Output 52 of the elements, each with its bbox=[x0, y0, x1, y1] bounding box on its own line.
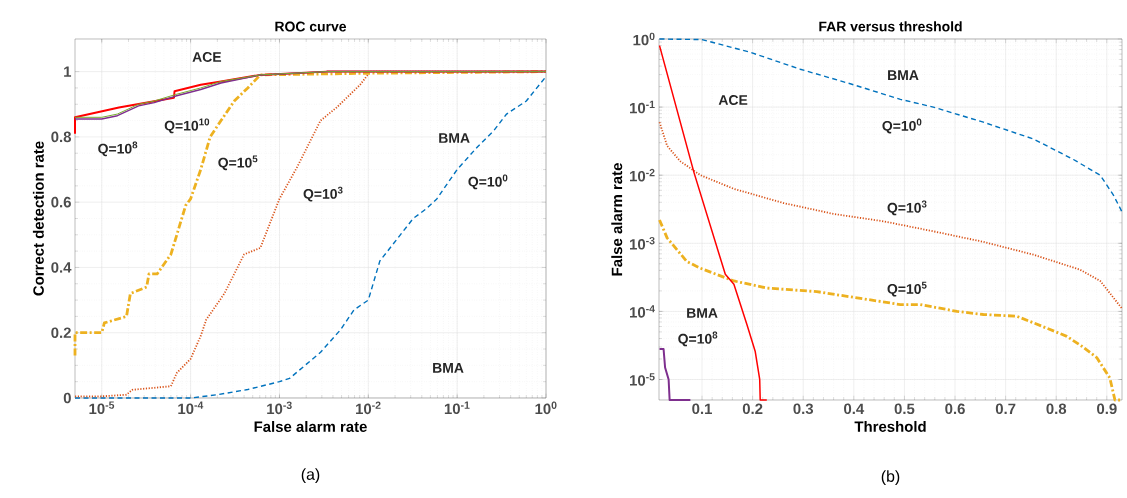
x-tick-label: 0.1 bbox=[692, 403, 712, 415]
y-tick-label: 0.2 bbox=[51, 327, 71, 338]
annotation: ACE bbox=[192, 51, 222, 62]
x-tick-label: 0.3 bbox=[793, 403, 814, 415]
y-tick-label: 0.6 bbox=[51, 196, 71, 208]
annotation: BMA bbox=[439, 133, 470, 143]
x-tick-label: 0.2 bbox=[742, 403, 763, 415]
text: (a) bbox=[301, 468, 320, 484]
y-tick-label: 0.8 bbox=[51, 131, 72, 143]
x-tick-label: 0.8 bbox=[1046, 403, 1067, 415]
annotation: Q=10$^{8}$ bbox=[98, 141, 138, 157]
x-tick-label: 0.6 bbox=[945, 403, 965, 415]
annotation: BMA bbox=[888, 70, 919, 80]
y-tick-label: 10$^{-5}$ bbox=[630, 373, 655, 386]
y-tick-label: 1 bbox=[64, 66, 72, 77]
annotation: Q=10$^{3}$ bbox=[887, 200, 927, 216]
annotation: Q=10$^{8}$ bbox=[678, 331, 718, 347]
y-tick-label: 10$^{-2}$ bbox=[630, 168, 655, 182]
line-series bbox=[658, 44, 768, 401]
y-axis-title: False alarm rate bbox=[611, 163, 623, 276]
annotation: Q=10$^{5}$ bbox=[218, 155, 258, 171]
text: (b) bbox=[881, 470, 900, 486]
annotation: Q=10$^{5}$ bbox=[887, 281, 927, 297]
annotation: Q=10$^{10}$ bbox=[164, 118, 210, 134]
y-tick-label: 0 bbox=[63, 392, 71, 404]
x-tick-label: 10$^{-4}$ bbox=[178, 401, 204, 415]
annotation: Q=10$^{0}$ bbox=[882, 118, 922, 134]
y-tick-label: 10$^{-1}$ bbox=[630, 100, 655, 114]
annotation: Q=10$^{3}$ bbox=[303, 186, 343, 202]
y-tick-label: 10$^{-4}$ bbox=[630, 305, 655, 318]
x-tick-label: 10$^{-2}$ bbox=[356, 401, 381, 415]
annotation: ACE bbox=[718, 95, 748, 105]
annotation: BMA bbox=[687, 308, 718, 318]
annotation: Q=10$^{0}$ bbox=[468, 174, 508, 190]
x-tick-label: 0.9 bbox=[1097, 403, 1117, 415]
chart-title: ROC curve bbox=[275, 21, 347, 32]
x-tick-label: 0.4 bbox=[844, 403, 865, 415]
x-tick-label: 10$^{-1}$ bbox=[444, 401, 470, 415]
chart-title: FAR versus threshold bbox=[819, 21, 962, 32]
y-tick-label: 10$^{-3}$ bbox=[630, 236, 655, 250]
y-tick-label: 0.4 bbox=[51, 262, 72, 273]
x-tick-label: 10$^{-3}$ bbox=[267, 401, 292, 415]
y-tick-label: 10$^{0}$ bbox=[633, 32, 655, 46]
x-tick-label: 0.5 bbox=[894, 403, 915, 415]
x-axis-title: Threshold bbox=[854, 420, 926, 432]
y-axis-title: Correct detection rate bbox=[32, 141, 44, 296]
x-tick-label: 10$^{-5}$ bbox=[89, 401, 115, 415]
x-tick-label: 10$^{0}$ bbox=[535, 401, 557, 415]
x-axis-title: False alarm rate bbox=[254, 421, 367, 432]
annotation: BMA bbox=[433, 363, 464, 373]
x-tick-label: 0.7 bbox=[995, 403, 1016, 415]
line-series bbox=[658, 348, 692, 401]
